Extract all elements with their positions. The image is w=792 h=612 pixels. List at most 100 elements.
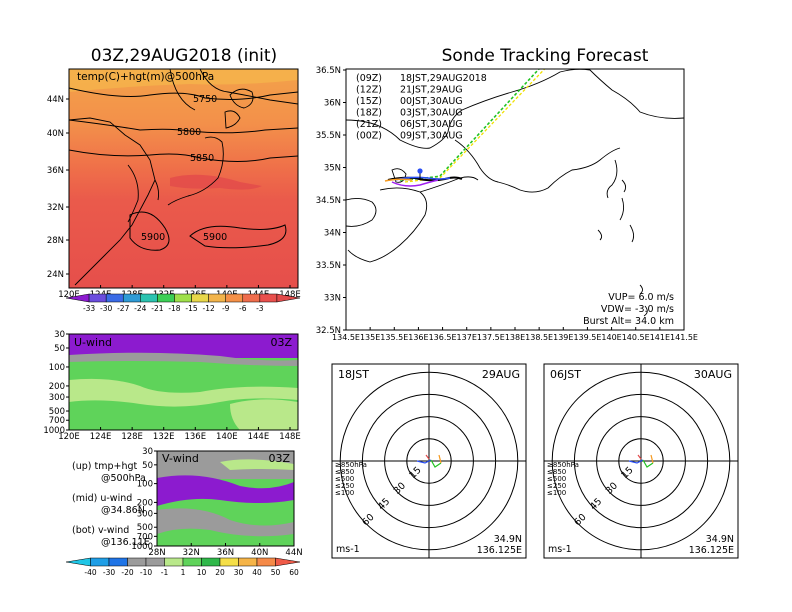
colorbar-label: 40 [252,568,262,577]
lon-tick: 138E [505,333,525,342]
pressure-tick: 1000 [131,542,153,552]
coastline-russia [169,69,298,111]
lat-tick: 35.5N [316,131,341,141]
pressure-tick: 30 [142,447,153,457]
launch-site [417,168,423,174]
pressure-tick: 700 [49,416,65,426]
lon-tick: 148E [279,290,301,300]
colorbar-cell [108,557,128,567]
coastline-asia [69,117,160,286]
u-light-patch-2 [230,399,298,430]
track-map-bg [346,69,684,330]
contour-5800 [69,119,298,134]
launch-legend: (09Z) 18JST,29AUG2018 (12Z) 21JST,29AUG (15Z… [356,73,487,142]
hodo-lat: 34.9N [706,534,734,545]
legend-notes: (up) tmp+hgt @500hPa (mid) u-wind @34.86… [72,461,150,548]
track-orange [384,178,413,182]
lon-tick: 32N [183,548,200,558]
lat-tick: 32N [47,203,64,213]
lon-tick: 144E [248,432,270,442]
colorbar-label: 60 [289,568,299,577]
u-wind-panel: U-wind 03Z [68,333,299,431]
colorbar-cell [201,557,221,567]
wind-colorbar: -40 -30 -20 -10 -1 1 10 20 30 40 50 60 [65,557,301,577]
colorbar-label: 1 [181,568,186,577]
colorbar-cell [105,293,124,303]
lon-tick: 28N [148,548,165,558]
lon-tick: 138.5E [525,333,553,342]
lon-tick: 137.5E [477,333,505,342]
coastline-awaji [391,168,407,183]
hodo-trace [650,454,654,464]
hodo-trace [637,454,642,460]
warm-patch [170,174,262,190]
right-title: Sonde Tracking Forecast [442,46,649,66]
u-frame [68,333,299,431]
lon-tick: 44N [285,548,302,558]
launch-utc: (15Z) [356,96,382,107]
colorbar-label: -10 [140,568,152,577]
colorbar-label: -40 [84,568,96,577]
temp-colorbar: -33 -30 -27 -24 -21 -18 -15 -12 -9 -6 -3 [65,293,301,313]
lon-tick: 134.5E [332,333,360,342]
param-vdw: VDW= -3.0 m/s [601,304,674,315]
level-label: ≥850hPa [335,461,367,469]
launch-utc: (21Z) [356,119,382,130]
colorbar-label: -33 [83,304,95,313]
launch-utc: (18Z) [356,108,382,119]
colorbar-label: -18 [168,304,180,313]
colorbar-cell [145,557,165,567]
v-lat-axis: 28N 32N 36N 40N 44N [148,543,303,558]
hodo-lat: 34.9N [494,534,522,545]
colorbar-label: 50 [271,568,281,577]
lon-tick: 40N [251,548,268,558]
hodo-trace [438,454,442,464]
level-label: ≤250 [335,482,354,490]
pressure-tick: 1000 [43,426,65,436]
track-lon-axis: 134.5E 135E 135.5E 136E 136.5E 137E 137.5E 138E… [332,327,698,342]
lon-tick: 132E [153,432,175,442]
u-gray-band [69,352,298,366]
lon-tick: 148E [279,432,301,442]
lat-tick: 44N [47,95,64,105]
hodo-date: 29AUG [482,368,520,381]
colorbar-cell [191,293,209,303]
pressure-tick: 50 [54,344,65,354]
level-label: ≤500 [547,475,566,483]
hodo-lon: 136.125E [689,545,734,556]
note-detail: @136.11E [101,537,150,548]
lon-tick: 124E [90,432,112,442]
contour-label: 5800 [177,127,201,138]
hodo-lon: 136.125E [477,545,522,556]
hodo-trace [628,459,644,464]
colorbar-cell [276,293,301,303]
lat-tick: 36N [47,166,64,176]
colorbar-cell [259,293,278,303]
lon-tick: 141E [650,333,670,342]
lon-tick: 136E [408,333,428,342]
colorbar-cell [157,293,175,303]
lon-tick: 136E [184,432,206,442]
map-label: temp(C)+hgt(m)@500hPa [77,71,214,83]
pressure-tick: 500 [49,407,65,417]
track-purple [391,179,439,187]
contour-5850 [69,149,298,162]
colorbar-cell [127,557,147,567]
hodo-time: 18JST [338,368,369,381]
hodo-trace [642,459,654,468]
contour-5900 [129,211,287,251]
lat-tick: 36.5N [316,66,341,76]
contour-label: 5900 [141,232,165,243]
level-label: ≤100 [547,489,566,497]
lat-tick: 24N [47,270,64,280]
lon-tick: 139E [553,333,573,342]
pressure-tick: 100 [49,363,65,373]
pressure-tick: 200 [49,382,65,392]
colorbar-label: -6 [239,304,247,313]
v-label: V-wind [162,452,199,465]
pressure-tick: 30 [54,330,65,340]
launch-local: 00JST,30AUG [400,96,463,107]
note-detail: @500hPa [101,473,146,484]
